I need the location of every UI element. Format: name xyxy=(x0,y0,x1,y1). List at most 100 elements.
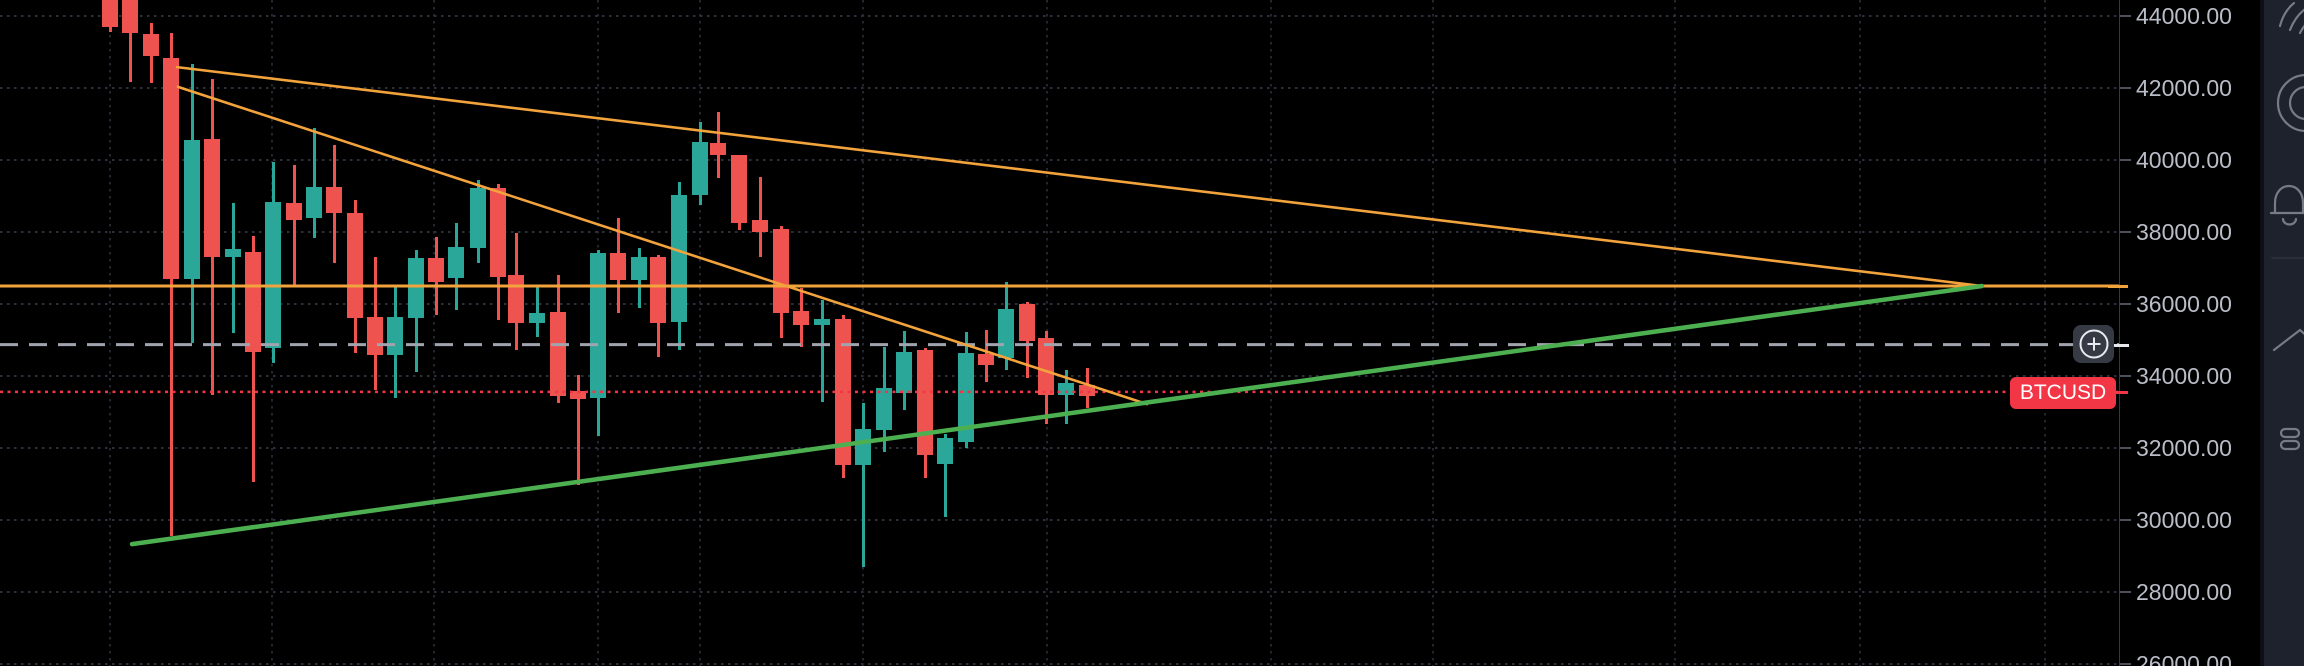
tick-label: 44000.00 xyxy=(2136,2,2232,29)
candle-body xyxy=(1079,385,1095,397)
candle-wick xyxy=(943,433,947,518)
descending-trendline-lower[interactable] xyxy=(176,85,1149,406)
candle-body xyxy=(590,252,606,398)
candle-wick xyxy=(535,287,539,338)
tick-dash xyxy=(2120,591,2131,593)
candle-body xyxy=(731,154,747,223)
candle-body xyxy=(102,0,118,27)
tick-label: 36000.00 xyxy=(2136,290,2232,317)
candle-body xyxy=(225,248,241,258)
tick-label: 34000.00 xyxy=(2136,362,2232,389)
price-axis[interactable]: 44000.00 42000.00 40000.00 38000.00 36000.00… xyxy=(2119,0,2260,666)
candle-body xyxy=(958,352,974,442)
broadcast-arcs-icon[interactable] xyxy=(2276,73,2304,133)
candle-body xyxy=(692,142,708,195)
candle-wick xyxy=(128,0,132,82)
candle-body xyxy=(490,188,506,277)
right-toolbar xyxy=(2264,0,2304,666)
price-tick: 38000.00 xyxy=(2120,219,2260,245)
candle-body xyxy=(286,202,302,221)
candle-body xyxy=(143,34,159,56)
candle-wick xyxy=(292,165,296,288)
candle-wick xyxy=(1064,369,1068,424)
candle-body xyxy=(650,256,666,324)
tick-dash xyxy=(2120,303,2131,305)
candle-wick xyxy=(861,403,865,568)
candle-body xyxy=(470,188,486,248)
candle-body xyxy=(408,257,424,319)
candle-wick xyxy=(758,176,762,257)
candle-body xyxy=(1019,304,1035,342)
tick-label: 42000.00 xyxy=(2136,74,2232,101)
candle-body xyxy=(937,437,953,464)
drawing-lines xyxy=(0,65,2119,547)
alert-bell-icon[interactable] xyxy=(2269,184,2304,226)
candle-body xyxy=(710,143,726,155)
price-tick: 44000.00 xyxy=(2120,3,2260,29)
price-tick: 34000.00 xyxy=(2120,363,2260,389)
symbol-name: BTCUSD xyxy=(2019,381,2107,404)
price-tick: 30000.00 xyxy=(2120,507,2260,533)
price-tick: 40000.00 xyxy=(2120,147,2260,173)
candle-body xyxy=(671,194,687,322)
candle-body xyxy=(204,139,220,258)
toolbar-gap xyxy=(2259,0,2264,666)
chevron-up-icon[interactable] xyxy=(2272,328,2304,352)
candle-body xyxy=(306,187,322,218)
price-tick: 36000.00 xyxy=(2120,291,2260,317)
tick-dash xyxy=(2120,231,2131,233)
tick-label: 38000.00 xyxy=(2136,218,2232,245)
candle-body xyxy=(855,428,871,465)
tick-dash xyxy=(2120,519,2131,521)
candle-body xyxy=(550,311,566,397)
candle-body xyxy=(793,310,809,325)
candle-body xyxy=(978,354,994,365)
tick-dash xyxy=(2120,15,2131,17)
candle-body xyxy=(752,220,768,232)
candle-body xyxy=(428,257,444,283)
object-tree-icon[interactable] xyxy=(2279,427,2301,451)
candle-wick xyxy=(231,202,235,334)
candle-body xyxy=(184,139,200,280)
price-tick: 42000.00 xyxy=(2120,75,2260,101)
tick-dash xyxy=(2120,375,2131,377)
candle-body xyxy=(570,391,586,400)
candle-body xyxy=(1038,337,1054,396)
plus-circle-icon xyxy=(2079,329,2108,359)
candle-body xyxy=(876,387,892,430)
candle-body xyxy=(917,350,933,455)
candle-wick xyxy=(312,127,316,239)
candle-body xyxy=(1058,382,1074,396)
price-tick: 32000.00 xyxy=(2120,435,2260,461)
candle-body xyxy=(896,351,912,393)
tick-dash xyxy=(2120,663,2131,665)
candle-body xyxy=(245,252,261,352)
candle-body xyxy=(773,229,789,313)
candle-body xyxy=(448,247,464,279)
candle-wick xyxy=(820,300,824,402)
ascending-support-trendline[interactable] xyxy=(129,283,1985,547)
candle-body xyxy=(265,202,281,348)
candle-body xyxy=(122,0,138,33)
tick-label: 28000.00 xyxy=(2136,578,2232,605)
symbol-tag[interactable]: BTCUSD xyxy=(2010,377,2116,409)
price-tick: 28000.00 xyxy=(2120,579,2260,605)
candle-body xyxy=(163,58,179,280)
signal-rays-icon[interactable] xyxy=(2278,1,2304,35)
tick-label: 30000.00 xyxy=(2136,506,2232,533)
tick-dash xyxy=(2120,87,2131,89)
candle-body xyxy=(814,319,830,325)
candle-wick xyxy=(251,235,255,482)
crosshair-tick-mark xyxy=(2113,344,2129,347)
candle-wick xyxy=(576,374,580,486)
descending-trendline-upper[interactable] xyxy=(175,65,1984,288)
chart-canvas[interactable] xyxy=(0,0,2119,666)
level-tick-mark xyxy=(2108,285,2128,288)
add-alert-plus-button[interactable] xyxy=(2073,325,2114,363)
candle-body xyxy=(347,212,363,319)
tick-label: 40000.00 xyxy=(2136,146,2232,173)
candle-body xyxy=(529,313,545,324)
tick-label: 32000.00 xyxy=(2136,434,2232,461)
gridlines xyxy=(0,0,2119,666)
